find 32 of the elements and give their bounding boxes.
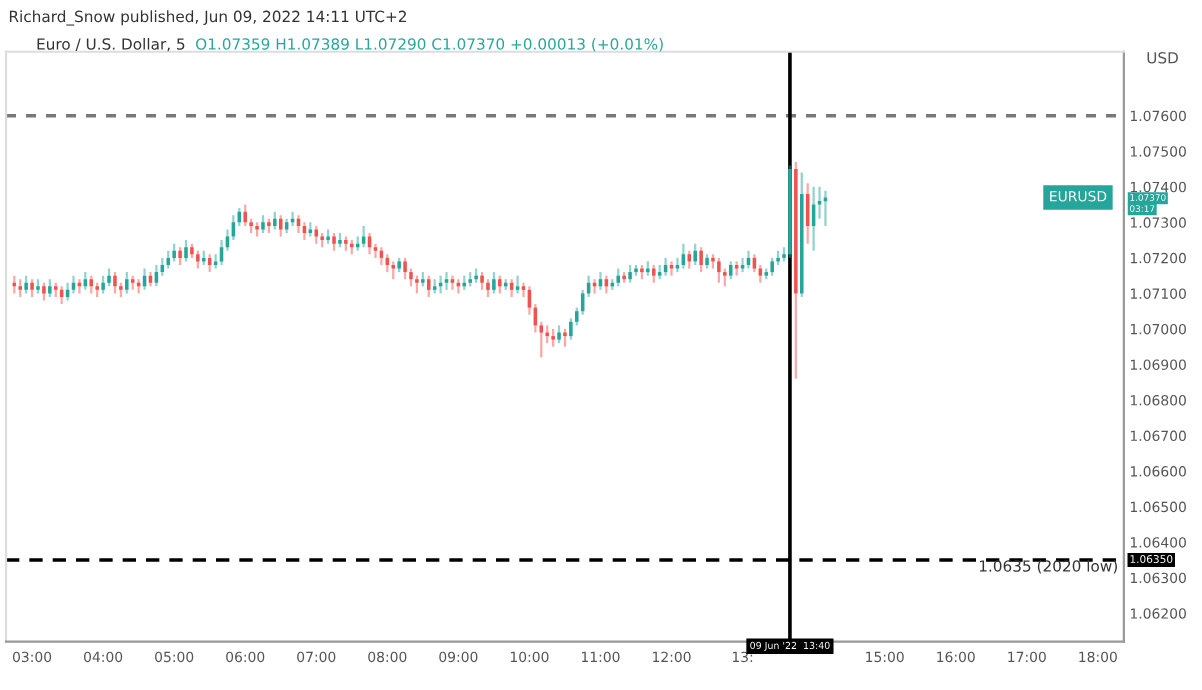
candlestick — [634, 263, 638, 277]
candlestick — [740, 256, 745, 274]
candlestick — [486, 278, 490, 299]
candlestick — [178, 246, 182, 267]
candlestick — [415, 274, 419, 295]
candlestick — [213, 253, 218, 270]
candlestick — [557, 324, 561, 345]
candlestick — [190, 242, 194, 259]
candlestick — [521, 281, 526, 299]
candlestick — [705, 253, 709, 270]
candlestick — [36, 278, 40, 295]
candlestick — [113, 270, 117, 295]
candlestick — [255, 221, 259, 238]
candlestick — [403, 256, 407, 281]
candlestick — [261, 214, 265, 235]
candlestick — [515, 274, 520, 295]
candlestick — [107, 267, 111, 288]
candlestick — [563, 327, 567, 348]
candlestick — [675, 256, 680, 274]
candlestick — [450, 274, 455, 291]
candlestick — [30, 278, 34, 299]
candlestick — [338, 231, 342, 249]
candlestick — [184, 239, 188, 263]
candlestick — [669, 260, 674, 277]
candlestick — [628, 263, 632, 284]
candlestick — [373, 242, 378, 259]
candlestick — [332, 231, 336, 252]
candlestick — [480, 270, 484, 291]
candlestick — [409, 267, 413, 288]
candlestick — [782, 246, 786, 263]
candlestick — [711, 253, 715, 270]
candlestick — [444, 270, 449, 291]
